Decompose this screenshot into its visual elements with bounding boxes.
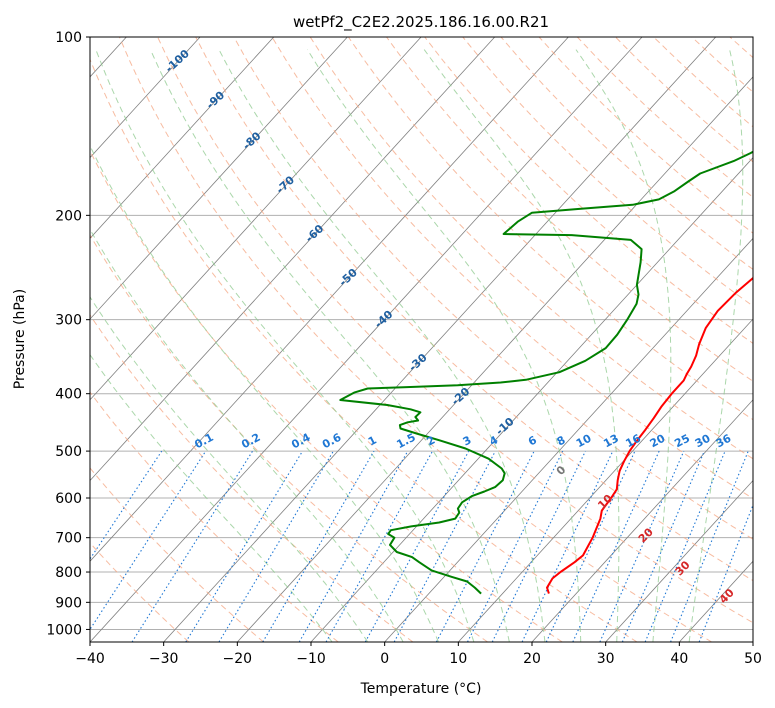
mixing-ratio-line bbox=[262, 450, 375, 642]
x-axis-label: Temperature (°C) bbox=[360, 681, 482, 697]
y-tick-label: 400 bbox=[55, 387, 82, 403]
x-tick-label: −30 bbox=[149, 651, 179, 667]
mixing-ratio-line bbox=[491, 450, 586, 642]
mixing-ratio-label: 13 bbox=[601, 432, 621, 451]
dry-adiabat-line bbox=[347, 37, 753, 421]
isotherm-line bbox=[752, 641, 753, 642]
moist-adiabat-line bbox=[90, 296, 369, 642]
mixing-ratio-line bbox=[599, 450, 685, 642]
moist-adiabat-line bbox=[575, 49, 672, 642]
isotherm-line bbox=[531, 399, 753, 642]
dry-adiabat-line bbox=[195, 37, 753, 582]
x-tick-label: 0 bbox=[380, 651, 389, 667]
mixing-ratio-label: 10 bbox=[574, 431, 594, 450]
x-tick-label: −20 bbox=[223, 651, 253, 667]
isotherm-line bbox=[90, 37, 422, 401]
moist-adiabat-line bbox=[306, 49, 582, 642]
axis-ticks: −40 −30 −20 −10 0 10 20 30 40 50 100 200 300 400 500 60… bbox=[46, 30, 762, 667]
y-tick-label: 200 bbox=[55, 208, 82, 224]
x-tick-label: 50 bbox=[744, 651, 762, 667]
mixing-ratio-line bbox=[185, 450, 304, 642]
x-tick-label: 10 bbox=[449, 651, 467, 667]
isotherm-line bbox=[90, 37, 275, 239]
mixing-ratio-line bbox=[218, 450, 334, 642]
moist-adiabat-line bbox=[90, 353, 333, 642]
x-tick-label: −40 bbox=[75, 651, 105, 667]
isotherm-line bbox=[90, 37, 201, 159]
y-tick-label: 300 bbox=[55, 313, 82, 329]
y-tick-label: 600 bbox=[55, 491, 82, 507]
mixing-ratio-line bbox=[521, 450, 614, 642]
mixing-ratio-line bbox=[131, 450, 254, 642]
plot-frame bbox=[89, 36, 754, 643]
mixing-ratio-line bbox=[621, 450, 705, 642]
y-tick-label: 100 bbox=[55, 30, 82, 46]
x-tick-label: 30 bbox=[597, 651, 615, 667]
dry-adiabat-line bbox=[157, 37, 753, 624]
mixing-ratio-line bbox=[364, 450, 470, 642]
isotherm-line bbox=[605, 479, 753, 642]
dry-adiabat-line bbox=[271, 37, 753, 500]
mixing-ratio-line bbox=[393, 450, 496, 642]
y-tick-label: 1000 bbox=[46, 622, 82, 638]
y-tick-label: 500 bbox=[55, 444, 82, 460]
y-tick-label: 800 bbox=[55, 565, 82, 581]
y-tick-label: 700 bbox=[55, 531, 82, 547]
mixing-ratio-label: 16 bbox=[623, 432, 643, 451]
moist-adiabat-line bbox=[218, 49, 546, 642]
mixing-ratio-label: 30 bbox=[693, 432, 713, 451]
x-tick-label: −10 bbox=[296, 651, 326, 667]
isotherm-line bbox=[237, 76, 753, 642]
isotherm-line bbox=[90, 37, 496, 482]
isotherm-line bbox=[90, 37, 569, 562]
moist-adiabat-line bbox=[95, 49, 475, 642]
moist-adiabat-line bbox=[688, 49, 744, 642]
isotherm-line bbox=[458, 318, 753, 642]
dry-adiabat-line bbox=[118, 37, 712, 642]
isotherm-line bbox=[90, 37, 348, 320]
isotherm-line bbox=[90, 37, 643, 642]
mixing-ratio-label: 36 bbox=[714, 432, 734, 451]
dry-adiabat-line bbox=[309, 37, 753, 460]
mixing-ratio-label: 20 bbox=[648, 431, 668, 450]
mixing-ratio-line bbox=[545, 450, 636, 642]
mixing-ratio-line bbox=[298, 450, 409, 642]
dewpoint-profile-line bbox=[339, 150, 753, 595]
mixing-ratio-line bbox=[325, 450, 434, 642]
dry-adiabat-line bbox=[90, 234, 488, 642]
dry-adiabat-line bbox=[90, 467, 264, 642]
temperature-profile-line bbox=[546, 276, 753, 594]
dry-adiabat-line bbox=[90, 149, 563, 642]
isotherm-line bbox=[163, 37, 717, 642]
background-lines bbox=[90, 37, 753, 642]
x-tick-label: 40 bbox=[670, 651, 688, 667]
x-tick-label: 20 bbox=[523, 651, 541, 667]
mixing-ratio-line bbox=[572, 450, 660, 642]
dry-adiabat-line bbox=[90, 58, 638, 642]
dry-adiabat-line bbox=[233, 37, 753, 540]
moist-adiabat-line bbox=[423, 49, 620, 642]
chart-title: wetPf2_C2E2.2025.186.16.00.R21 bbox=[293, 13, 549, 32]
y-axis-label: Pressure (hPa) bbox=[12, 289, 28, 389]
isotherm-line bbox=[384, 237, 753, 642]
moist-adiabat-line bbox=[90, 144, 439, 642]
mixing-ratio-label: 25 bbox=[672, 432, 692, 451]
mixing-ratio-line bbox=[644, 450, 726, 642]
y-tick-label: 900 bbox=[55, 595, 82, 611]
moist-adiabat-line bbox=[149, 49, 510, 642]
series-layer bbox=[339, 150, 753, 595]
dry-adiabat-line bbox=[90, 542, 190, 642]
grid-lines bbox=[90, 37, 753, 642]
plot-background bbox=[90, 37, 753, 642]
dry-adiabat-line bbox=[386, 37, 753, 382]
moist-adiabat-line bbox=[90, 228, 404, 642]
